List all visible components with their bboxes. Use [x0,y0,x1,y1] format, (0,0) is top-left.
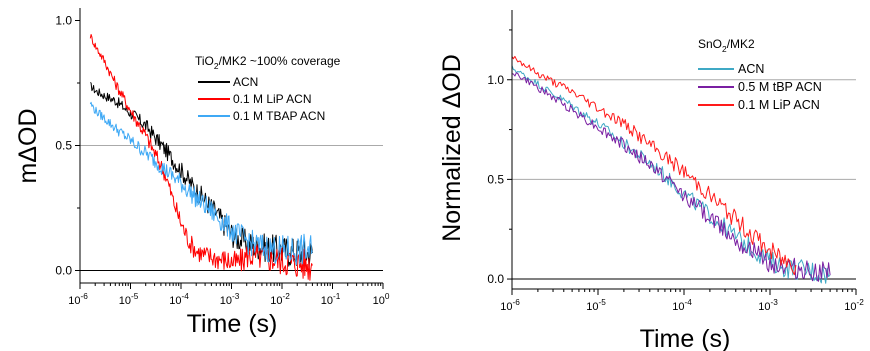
panel-right-legend-label: 0.1 M LiP ACN [738,98,820,112]
panel-left-x-tick-label: 100 [373,292,390,307]
panel-right-legend-title: SnO2/MK2 [698,37,755,54]
panel-left-legend-label: 0.1 M LiP ACN [233,92,311,106]
panel-left-series-line [90,82,313,268]
panel-left-legend-title: TiO2/MK2 ~100% coverage [195,54,341,71]
panel-left-y-tick-label: 0.0 [55,264,72,278]
panel-right-x-tick-label: 10-5 [586,298,606,313]
panel-left-legend-label: ACN [233,75,258,89]
panel-right-legend-label: ACN [738,62,764,76]
panel-left-x-axis-label: Time (s) [187,310,278,338]
panel-left-legend-label: 0.1 M TBAP ACN [233,109,325,123]
panel-right-legend-label: 0.5 M tBP ACN [738,80,822,94]
panel-right-x-tick-label: 10-3 [758,298,778,313]
panel-left-x-tick-label: 10-5 [119,292,139,307]
panel-left-x-tick-label: 10-1 [321,292,341,307]
panel-right-x-axis-label: Time (s) [640,325,731,351]
panel-left-y-axis-label: mΔOD [14,108,42,183]
panel-left-series-line [89,101,313,266]
panel-right-y-tick-label: 0.5 [487,172,504,186]
panel-right-y-axis-label: Normalized ΔOD [438,54,466,242]
panel-left-x-tick-label: 10-6 [68,292,88,307]
panel-right-y-tick-label: 1.0 [487,73,504,87]
panel-right-y-tick-label: 0.0 [487,272,504,286]
panel-right-x-tick-label: 10-6 [500,298,520,313]
panel-right-series-line [511,72,831,282]
panel-right-x-tick-label: 10-4 [672,298,692,313]
panel-right-series-line [511,65,831,284]
panel-left-y-tick-label: 1.0 [55,14,72,28]
panel-right-series-line [511,55,797,276]
panel-left-y-tick-label: 0.5 [55,139,72,153]
panel-right-x-tick-label: 10-2 [844,298,864,313]
panel-left-x-tick-label: 10-4 [169,292,189,307]
panel-left-x-tick-label: 10-2 [270,292,290,307]
panel-left-x-tick-label: 10-3 [220,292,240,307]
